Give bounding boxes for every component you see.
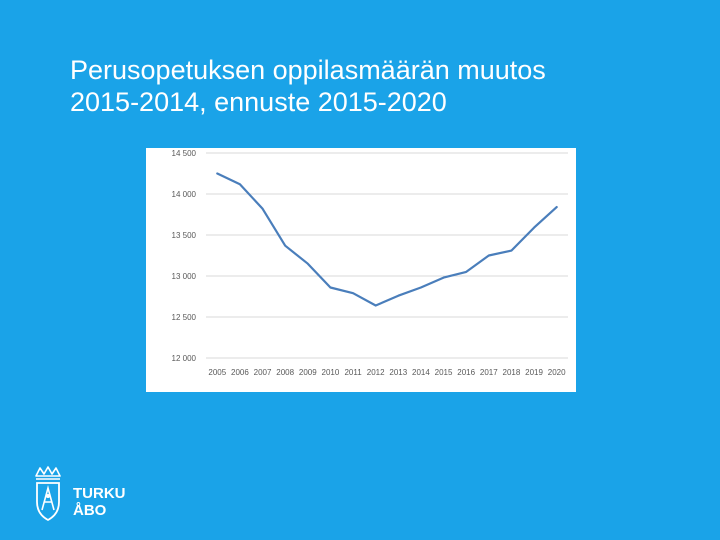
x-tick-label: 2009 — [299, 368, 317, 377]
y-tick-label: 14 500 — [172, 149, 197, 158]
chart-panel: 12 000 12 500 13 000 13 500 14 000 14 500 2005… — [146, 148, 576, 392]
x-tick-label: 2010 — [322, 368, 340, 377]
x-tick-label: 2018 — [503, 368, 521, 377]
x-tick-label: 2006 — [231, 368, 249, 377]
x-tick-label: 2013 — [389, 368, 407, 377]
x-tick-label: 2014 — [412, 368, 430, 377]
x-tick-label: 2015 — [435, 368, 453, 377]
logo-line-1: TURKU — [73, 485, 126, 502]
slide-title-line-2: 2015-2014, ennuste 2015-2020 — [70, 87, 447, 117]
slide-title-line-1: Perusopetuksen oppilasmäärän muutos — [70, 55, 546, 85]
line-chart: 12 000 12 500 13 000 13 500 14 000 14 500 2005… — [172, 149, 568, 377]
logo-line-2: ÅBO — [73, 502, 107, 519]
turku-logo-text: TURKU ÅBO — [73, 485, 126, 519]
y-tick-label: 12 500 — [172, 313, 197, 322]
x-tick-label: 2020 — [548, 368, 566, 377]
x-tick-label: 2005 — [208, 368, 226, 377]
turku-coat-of-arms-icon — [35, 466, 61, 522]
x-tick-label: 2016 — [457, 368, 475, 377]
x-tick-label: 2007 — [254, 368, 272, 377]
x-tick-label: 2017 — [480, 368, 498, 377]
slide-title: Perusopetuksen oppilasmäärän muutos 2015… — [70, 54, 700, 118]
y-tick-label: 13 500 — [172, 231, 197, 240]
y-tick-label: 14 000 — [172, 190, 197, 199]
y-tick-label: 12 000 — [172, 354, 197, 363]
x-tick-label: 2019 — [525, 368, 543, 377]
x-tick-label: 2008 — [276, 368, 294, 377]
x-tick-label: 2012 — [367, 368, 385, 377]
y-tick-label: 13 000 — [172, 272, 197, 281]
x-tick-label: 2011 — [344, 368, 362, 377]
series-line — [216, 172, 558, 307]
